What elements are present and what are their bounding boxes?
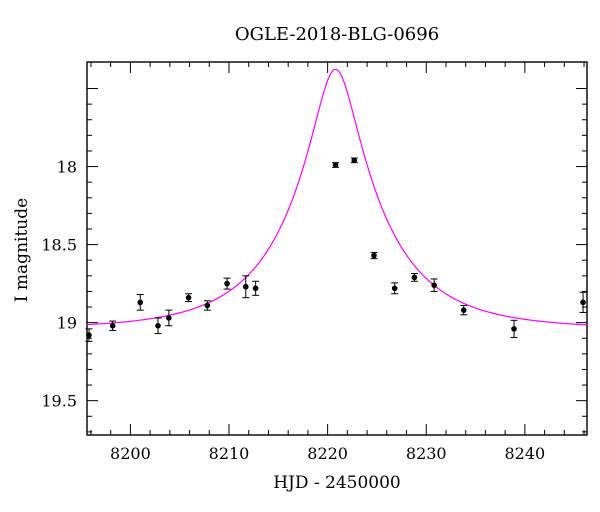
model-curve (86, 68, 588, 326)
axis-ticks (87, 62, 587, 435)
data-point (391, 282, 399, 295)
chart-title: OGLE-2018-BLG-0696 (235, 24, 439, 45)
data-point (185, 293, 193, 303)
data-point (332, 162, 340, 168)
data-marker (155, 322, 161, 329)
data-point (154, 317, 162, 335)
x-tick-label: 8220 (307, 444, 348, 463)
x-tick-label: 8230 (406, 444, 447, 463)
x-axis-label: HJD - 2450000 (273, 473, 401, 493)
x-tick-label: 8200 (110, 444, 151, 463)
data-point (460, 304, 468, 316)
y-tick-label: 18.5 (41, 236, 77, 255)
y-tick-label: 18 (57, 158, 77, 177)
y-tick-label: 19.5 (41, 392, 77, 411)
data-point (350, 157, 358, 164)
data-marker (371, 252, 377, 259)
data-point (370, 251, 378, 260)
x-tick-label: 8210 (209, 444, 250, 463)
y-tick-label: 19 (57, 314, 77, 333)
data-marker (351, 157, 358, 164)
data-point (242, 275, 250, 299)
data-point (510, 319, 518, 338)
data-point (223, 277, 231, 290)
data-point (203, 300, 211, 311)
data-point (579, 291, 587, 313)
data-point (85, 328, 93, 342)
data-marker (411, 274, 418, 281)
data-marker (252, 285, 259, 292)
data-marker (580, 299, 586, 306)
data-point (109, 320, 117, 331)
data-marker (185, 294, 192, 301)
data-marker (137, 299, 144, 306)
data-marker (242, 283, 249, 290)
tick-labels: 8200 8210 8220 8230 8240 18 18.5 19 19.5 (41, 158, 545, 463)
data-marker (511, 326, 517, 332)
data-marker (332, 162, 339, 168)
data-marker (224, 280, 230, 287)
data-points (85, 157, 587, 342)
data-point (136, 294, 144, 311)
data-marker (86, 332, 92, 338)
data-marker (431, 282, 437, 288)
data-marker (109, 322, 116, 329)
y-axis-label: I magnitude (12, 198, 32, 302)
data-point (410, 272, 418, 282)
data-point (165, 309, 173, 327)
data-marker (204, 302, 211, 309)
x-tick-label: 8240 (505, 444, 546, 463)
data-point (430, 278, 438, 292)
data-marker (166, 315, 172, 321)
data-marker (460, 307, 467, 313)
data-point (252, 280, 260, 296)
plot-frame (86, 61, 588, 436)
data-marker (391, 285, 398, 292)
